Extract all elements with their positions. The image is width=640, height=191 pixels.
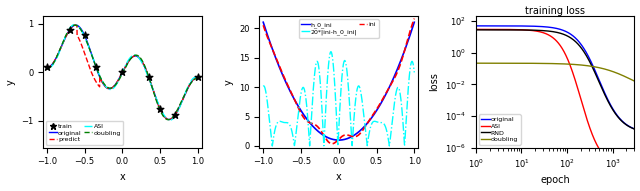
Point [91, 66, 101, 69]
original [578, 44, 586, 47]
RND [566, 36, 573, 38]
RND [578, 48, 586, 50]
Line: original: original [476, 26, 634, 129]
doubling [513, 62, 520, 64]
Point [170, 113, 180, 116]
doubling [500, 62, 508, 64]
RND [500, 29, 508, 31]
Point [79, 34, 90, 37]
RND [513, 29, 520, 31]
original [630, 128, 638, 130]
Point [65, 28, 75, 32]
Y-axis label: y: y [224, 79, 234, 85]
ASI [566, 62, 573, 64]
Line: RND: RND [476, 30, 634, 129]
original [472, 25, 480, 27]
ASI [500, 28, 508, 31]
Line: ASI: ASI [476, 29, 634, 168]
Line: doubling: doubling [476, 63, 634, 81]
RND [472, 29, 480, 31]
ASI [472, 28, 480, 31]
original [566, 32, 573, 34]
Y-axis label: y: y [6, 79, 15, 85]
ASI [513, 28, 520, 31]
RND [544, 30, 552, 32]
Point [117, 71, 127, 74]
Y-axis label: loss: loss [429, 73, 440, 91]
doubling [578, 64, 586, 66]
Point [155, 108, 165, 111]
doubling [544, 62, 552, 65]
Point [193, 76, 203, 79]
RND [591, 72, 599, 74]
ASI [630, 167, 638, 169]
ASI [591, 140, 599, 143]
Legend: h_0_ini, 20*|ini-h_0_ini|, ini: h_0_ini, 20*|ini-h_0_ini|, ini [299, 19, 379, 38]
X-axis label: x: x [120, 172, 125, 182]
doubling [591, 66, 599, 68]
original [513, 25, 520, 27]
Legend: train, original, predict, ASI, doubling: train, original, predict, ASI, doubling [46, 121, 124, 145]
Point [144, 76, 154, 79]
ASI [578, 101, 586, 103]
Title: training loss: training loss [525, 6, 585, 15]
doubling [472, 62, 480, 64]
Point [42, 66, 52, 69]
doubling [630, 80, 638, 82]
X-axis label: epoch: epoch [540, 176, 570, 185]
original [591, 70, 599, 72]
Legend: original, ASI, RND, doubling: original, ASI, RND, doubling [479, 114, 521, 145]
ASI [544, 33, 552, 36]
doubling [566, 63, 573, 65]
original [500, 25, 508, 27]
X-axis label: x: x [336, 172, 342, 182]
original [544, 26, 552, 28]
RND [630, 128, 638, 130]
